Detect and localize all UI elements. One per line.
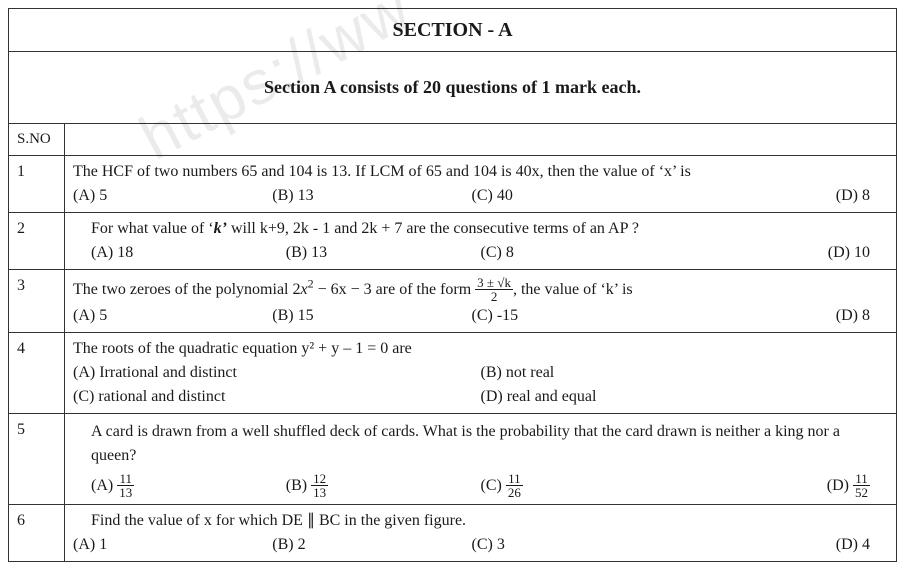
question-table: SECTION - A Section A consists of 20 que… [8,8,897,562]
frac-num: 3 ± √k [475,276,513,291]
options-row: (A) 5 (B) 13 (C) 40 (D) 8 [73,184,888,208]
option-d: (D) real and equal [481,385,889,409]
option-a: (A) 5 [73,304,272,328]
question-number: 3 [9,269,65,332]
question-cell: Find the value of x for which DE ∥ BC in… [65,505,897,562]
options-row: (A) 1113 (B) 1213 (C) 1126 (D) 1152 [91,472,888,500]
question-number: 6 [9,505,65,562]
option-b: (B) 15 [272,304,471,328]
question-number: 5 [9,413,65,504]
question-number: 1 [9,155,65,212]
option-a: (A) 1113 [91,472,286,500]
option-a: (A) 1 [73,533,272,557]
question-cell: For what value of ‘k’ will k+9, 2k - 1 a… [65,212,897,269]
option-d: (D) 8 [671,184,888,208]
option-c: (C) 8 [481,241,676,265]
question-cell: The roots of the quadratic equation y² +… [65,332,897,413]
option-a: (A) 18 [91,241,286,265]
question-number: 2 [9,212,65,269]
option-b: (B) 1213 [286,472,481,500]
section-subtitle-row: Section A consists of 20 questions of 1 … [9,52,897,124]
header-row: S.NO [9,124,897,156]
table-row: 2 For what value of ‘k’ will k+9, 2k - 1… [9,212,897,269]
frac-num: 12 [311,472,328,487]
frac-num: 11 [853,472,870,487]
question-cell: A card is drawn from a well shuffled dec… [65,413,897,504]
option-c: (C) 3 [472,533,671,557]
opt-b-label: (B) [286,477,311,494]
frac-den: 26 [506,486,523,500]
options-row-1: (A) Irrational and distinct (B) not real [73,361,888,385]
options-row-2: (C) rational and distinct (D) real and e… [73,385,888,409]
frac-den: 52 [853,486,870,500]
table-row: 5 A card is drawn from a well shuffled d… [9,413,897,504]
section-title-row: SECTION - A [9,9,897,52]
frac-den: 13 [117,486,134,500]
option-a: (A) Irrational and distinct [73,361,481,385]
opt-c-frac: 1126 [506,472,523,500]
q2-pre: For what value of ‘ [91,220,214,237]
question-text: Find the value of x for which DE ∥ BC in… [73,509,888,533]
question-number: 4 [9,332,65,413]
header-blank [65,124,897,156]
frac-den: 13 [311,486,328,500]
header-sno: S.NO [9,124,65,156]
option-c: (C) 40 [472,184,671,208]
question-text: The roots of the quadratic equation y² +… [73,337,888,361]
q3-pre: The two zeroes of the polynomial 2 [73,280,301,297]
q3-fraction: 3 ± √k2 [475,276,513,304]
q2-mid: will k+9, 2k - 1 and 2k + 7 are the cons… [227,220,639,237]
opt-d-label: (D) [827,477,853,494]
options-wrap: (A) 18 (B) 13 (C) 8 (D) 10 [73,241,888,265]
question-text: A card is drawn from a well shuffled dec… [73,420,888,468]
option-b: (B) 13 [272,184,471,208]
opt-a-label: (A) [91,477,117,494]
opt-c-label: (C) [481,477,506,494]
question-cell: The HCF of two numbers 65 and 104 is 13.… [65,155,897,212]
option-d: (D) 8 [671,304,888,328]
q2-k: k’ [214,220,227,237]
option-b: (B) 13 [286,241,481,265]
page-wrap: https://ww SECTION - A Section A consist… [8,8,897,562]
q3-mid: − 6x − 3 are of the form [314,280,476,297]
question-text: For what value of ‘k’ will k+9, 2k - 1 a… [73,217,888,241]
q3-post: , the value of ‘k’ is [513,280,633,297]
option-c: (C) rational and distinct [73,385,481,409]
frac-num: 11 [117,472,134,487]
question-cell: The two zeroes of the polynomial 2x 2 − 6… [65,269,897,332]
option-a: (A) 5 [73,184,272,208]
options-wrap: (A) 1113 (B) 1213 (C) 1126 (D) 1152 [73,468,888,500]
option-b: (B) not real [481,361,889,385]
question-text: The two zeroes of the polynomial 2x 2 − 6… [73,276,888,304]
opt-b-frac: 1213 [311,472,328,500]
options-row: (A) 1 (B) 2 (C) 3 (D) 4 [73,533,888,557]
option-d: (D) 10 [675,241,888,265]
opt-d-frac: 1152 [853,472,870,500]
option-b: (B) 2 [272,533,471,557]
q3-x: x [301,280,308,297]
options-row: (A) 18 (B) 13 (C) 8 (D) 10 [91,241,888,265]
frac-num: 11 [506,472,523,487]
table-row: 3 The two zeroes of the polynomial 2x 2 −… [9,269,897,332]
table-row: 6 Find the value of x for which DE ∥ BC … [9,505,897,562]
section-subtitle: Section A consists of 20 questions of 1 … [9,52,897,124]
option-d: (D) 4 [671,533,888,557]
options-row: (A) 5 (B) 15 (C) -15 (D) 8 [73,304,888,328]
frac-den: 2 [475,290,513,304]
section-title: SECTION - A [9,9,897,52]
option-c: (C) -15 [472,304,671,328]
option-c: (C) 1126 [481,472,676,500]
option-d: (D) 1152 [675,472,888,500]
table-row: 4 The roots of the quadratic equation y²… [9,332,897,413]
opt-a-frac: 1113 [117,472,134,500]
question-text: The HCF of two numbers 65 and 104 is 13.… [73,160,888,184]
table-row: 1 The HCF of two numbers 65 and 104 is 1… [9,155,897,212]
